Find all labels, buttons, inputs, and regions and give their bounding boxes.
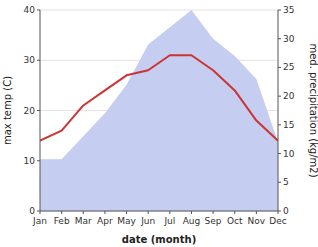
y2-tick (278, 182, 281, 183)
y-tick-label: 0 (29, 206, 35, 216)
y2-tick (278, 211, 281, 212)
y2-tick (278, 67, 281, 68)
x-tick (83, 211, 84, 214)
y-tick (37, 10, 40, 11)
y-tick (37, 160, 40, 161)
y-tick (37, 60, 40, 61)
y2-tick (278, 38, 281, 39)
x-tick (61, 211, 62, 214)
x-tick-label: Sep (205, 216, 222, 226)
y2-tick-label: 25 (283, 62, 294, 72)
x-tick (169, 211, 170, 214)
y2-tick-label: 30 (283, 34, 295, 44)
x-axis-line (40, 211, 278, 212)
y2-tick-label: 0 (283, 206, 289, 216)
y2-tick-label: 35 (283, 5, 294, 15)
x-tick (148, 211, 149, 214)
y-tick-label: 40 (24, 5, 36, 15)
x-tick-label: Apr (97, 216, 113, 226)
grid-line (40, 10, 278, 11)
x-tick-label: Jun (140, 216, 155, 226)
y2-tick (278, 96, 281, 97)
y2-tick-label: 15 (283, 120, 294, 130)
plot-area (40, 10, 278, 211)
x-axis-label: date (month) (122, 234, 196, 245)
x-tick (213, 211, 214, 214)
y2-tick (278, 10, 281, 11)
y2-tick-label: 20 (283, 91, 295, 101)
x-tick (126, 211, 127, 214)
x-tick-label: Oct (227, 216, 243, 226)
temperature-line (40, 55, 278, 140)
x-tick (234, 211, 235, 214)
x-tick-label: Jul (163, 216, 175, 226)
chart: JanFebMarAprMayJunJulAugSepOctNovDec0102… (0, 0, 318, 247)
y2-tick (278, 153, 281, 154)
y-tick (37, 211, 40, 212)
y-tick-label: 10 (24, 156, 36, 166)
y2-tick-label: 10 (283, 149, 295, 159)
x-tick-label: Dec (269, 216, 286, 226)
x-tick-label: Aug (183, 216, 201, 226)
grid (40, 10, 278, 211)
x-tick (191, 211, 192, 214)
precipitation-area (40, 10, 278, 211)
x-tick (104, 211, 105, 214)
y-tick-label: 20 (24, 106, 36, 116)
grid-line (40, 211, 278, 212)
y2-axis-label: med. precipitation (kg/m2) (308, 43, 318, 177)
x-tick (256, 211, 257, 214)
y2-tick-label: 5 (283, 177, 289, 187)
axes: JanFebMarAprMayJunJulAugSepOctNovDec0102… (24, 5, 295, 226)
y2-axis-line (278, 10, 279, 211)
y-tick (37, 110, 40, 111)
x-tick-label: Nov (248, 216, 266, 226)
y-axis-label: max temp (C) (2, 76, 13, 145)
x-tick-label: Feb (54, 216, 70, 226)
x-tick-label: Mar (75, 216, 92, 226)
y2-tick (278, 124, 281, 125)
x-tick-label: May (117, 216, 136, 226)
x-tick-label: Jan (32, 216, 47, 226)
y-tick-label: 30 (24, 55, 36, 65)
